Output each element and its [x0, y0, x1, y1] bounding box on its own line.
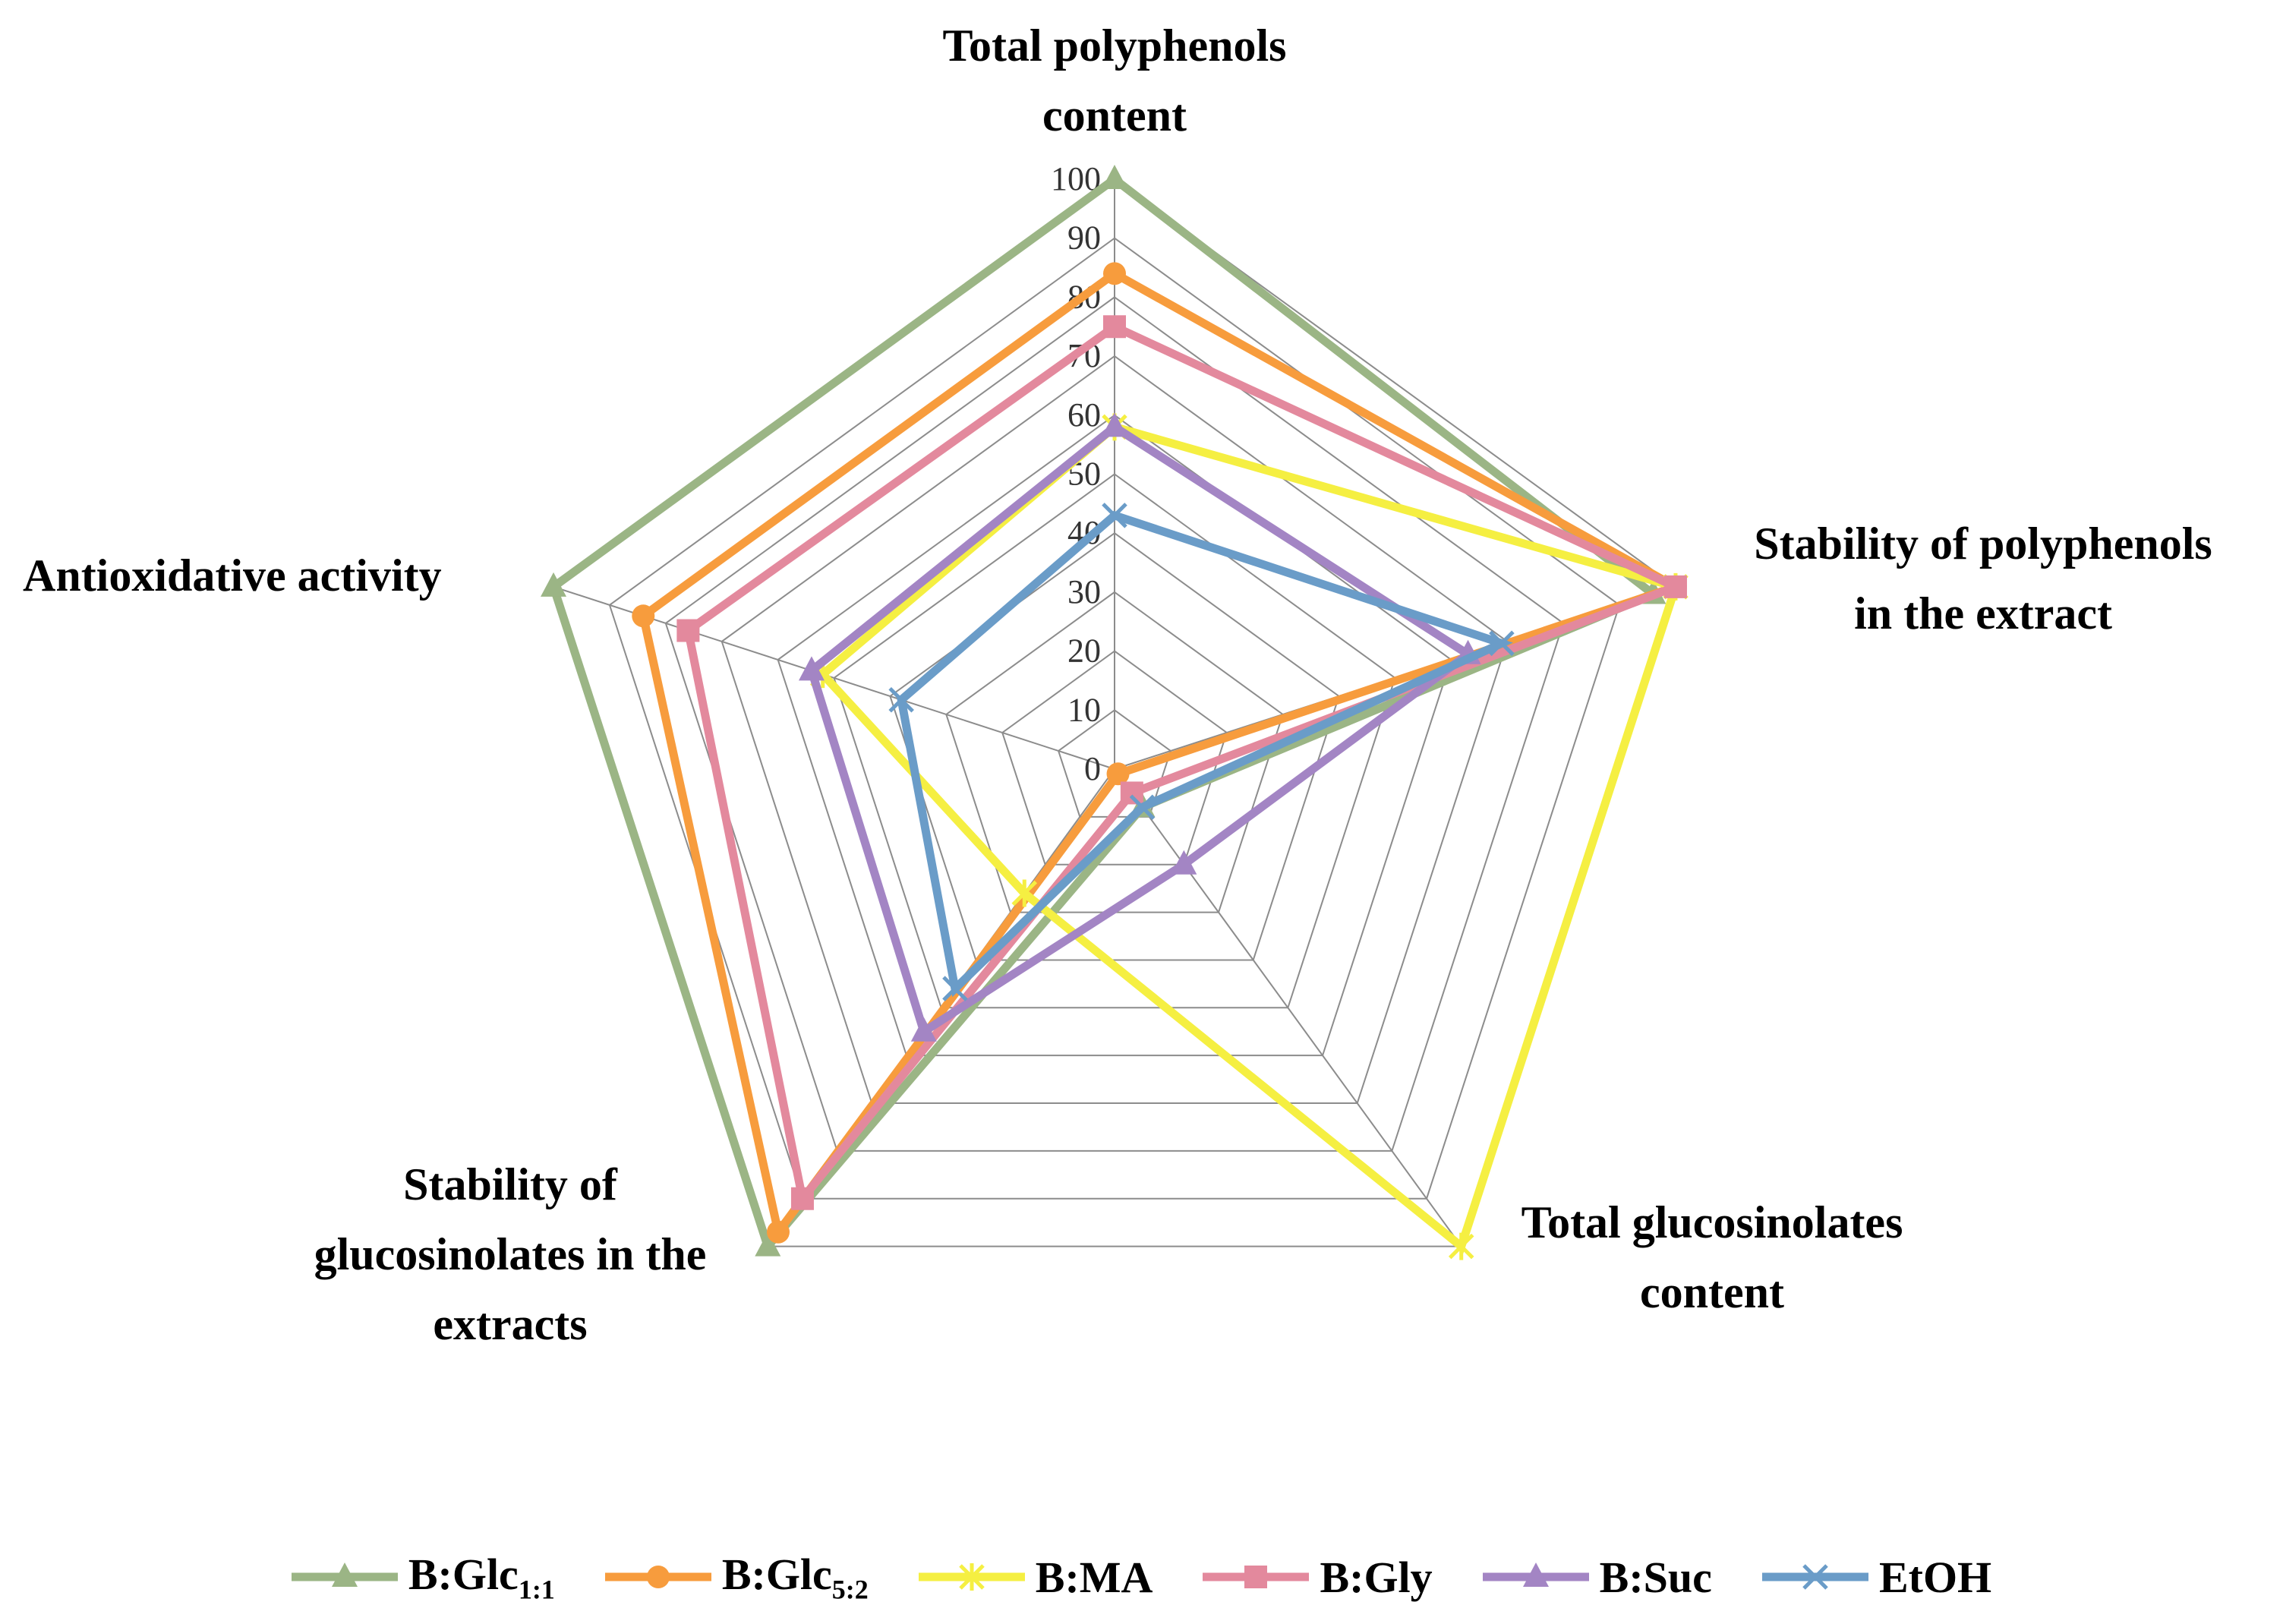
data-point: [1171, 850, 1197, 875]
data-point: [798, 656, 825, 681]
axis-title: Stability of polyphenols in the extract: [1754, 519, 2212, 639]
legend-label: B:Gly: [1320, 1552, 1433, 1602]
data-point: [541, 572, 567, 597]
grid-ring: [1001, 650, 1228, 866]
data-point: [1129, 794, 1156, 821]
data-point: [766, 1220, 790, 1244]
series-etoh: [888, 503, 1515, 1001]
data-point: [755, 1231, 781, 1257]
legend-label: EtOH: [1878, 1552, 1992, 1602]
tick-label: 60: [1067, 396, 1101, 434]
data-point: [790, 1187, 814, 1210]
legend: B:Glc1:1 B:Glc5:2 B:MA B:Gly B:Suc EtOH: [0, 1549, 2283, 1606]
legend-item: B:Glc1:1: [291, 1549, 555, 1606]
legend-swatch: [1203, 1566, 1310, 1589]
legend-swatch: [1761, 1564, 1868, 1591]
tick-label: 30: [1067, 573, 1101, 610]
series-line: [683, 321, 1687, 1209]
data-point: [1106, 762, 1130, 786]
legend-label: B:Glc1:1: [408, 1550, 555, 1605]
legend-item: B:Gly: [1203, 1552, 1433, 1603]
data-point: [1103, 262, 1126, 285]
data-point: [331, 1563, 358, 1588]
data-point: [1102, 165, 1127, 189]
data-point: [1103, 315, 1126, 339]
data-point: [1102, 412, 1127, 437]
axis-titles: Total polyphenols content Stability of pol…: [23, 20, 2212, 1349]
data-point: [1802, 1564, 1828, 1591]
data-point: [1522, 1563, 1549, 1588]
legend-swatch: [918, 1563, 1025, 1591]
legend-label: B:MA: [1035, 1552, 1153, 1602]
grid-ring: [833, 473, 1396, 1009]
legend-item: EtOH: [1761, 1552, 1992, 1603]
legend-swatch: [1482, 1563, 1589, 1588]
data-point: [959, 1563, 985, 1591]
legend-subscript: 5:2: [831, 1574, 869, 1605]
series-line: [897, 510, 1513, 998]
data-point: [1102, 503, 1127, 528]
data-point: [1244, 1566, 1268, 1589]
axis-title: Stability of glucosinolates in the extract…: [314, 1159, 707, 1349]
grid-ring: [777, 414, 1452, 1057]
series-line: [639, 268, 1686, 1242]
tick-label: 20: [1067, 632, 1101, 670]
legend-item: B:Glc5:2: [604, 1549, 869, 1606]
data-point: [676, 619, 700, 642]
tick-label: 90: [1067, 219, 1101, 257]
legend-label: B:Suc: [1599, 1552, 1712, 1602]
legend-swatch: [291, 1563, 398, 1588]
axis-title: Total glucosinolates content: [1521, 1197, 1903, 1317]
data-series: [541, 165, 1689, 1260]
axis-title: Antioxidative activity: [23, 550, 442, 601]
legend-item: B:MA: [918, 1552, 1153, 1603]
series-b-gly: [676, 315, 1687, 1210]
axis-spoke: [1114, 768, 1462, 1247]
data-point: [1011, 879, 1038, 907]
series-b-glc-5-2: [632, 262, 1687, 1244]
axis-title: Total polyphenols content: [943, 20, 1287, 140]
legend-item: B:Suc: [1482, 1552, 1712, 1603]
data-point: [910, 1017, 937, 1042]
legend-subscript: 1:1: [518, 1574, 555, 1605]
data-point: [1448, 1232, 1474, 1260]
tick-label: 10: [1067, 691, 1101, 728]
tick-label: 0: [1084, 750, 1101, 787]
data-point: [1489, 630, 1515, 657]
data-point: [1663, 575, 1687, 598]
legend-swatch: [604, 1566, 711, 1589]
grid: [552, 178, 1677, 1247]
legend-label: B:Glc5:2: [721, 1550, 869, 1605]
grid-ring: [889, 531, 1340, 961]
series-line: [816, 422, 1681, 1253]
grid-ring: [721, 355, 1509, 1105]
data-point: [1120, 781, 1143, 805]
data-point: [888, 686, 914, 713]
grid-ring: [664, 296, 1565, 1152]
data-point: [942, 976, 968, 1001]
data-point: [646, 1566, 670, 1589]
data-point: [632, 604, 655, 628]
